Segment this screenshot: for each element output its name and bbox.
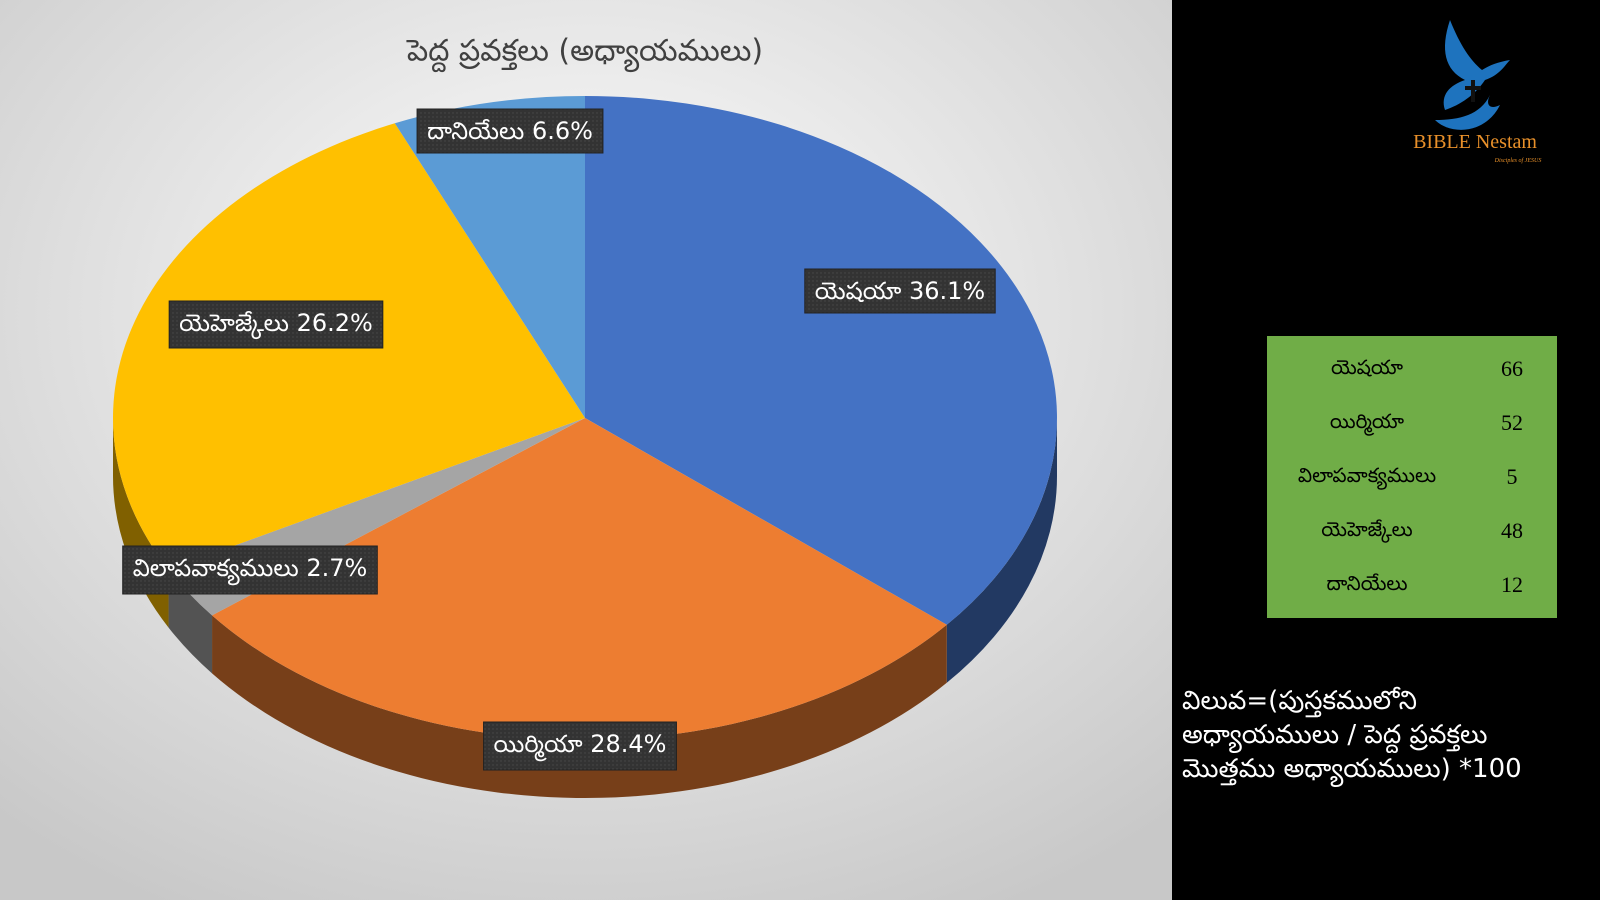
value-label: 26.2% bbox=[297, 309, 373, 337]
data-label-box bbox=[804, 268, 996, 314]
book-name: యిర్మియా bbox=[1329, 408, 1405, 433]
table-row: యెహెజ్కేలు 48 bbox=[1267, 517, 1557, 546]
data-label: దానియేలు 6.6% bbox=[416, 108, 604, 154]
pie-slice bbox=[585, 96, 1057, 625]
logo: BIBLE Nestam Disciples of JESUS bbox=[1413, 20, 1542, 164]
book-name: విలాపవాక్యములు bbox=[1297, 462, 1437, 487]
table-row: దానియేలు 12 bbox=[1267, 571, 1557, 600]
chart: పెద్ద ప్రవక్తలు (అధ్యాయములు) యెషయా 36.1%… bbox=[0, 0, 1172, 900]
table-row: యెషయా 66 bbox=[1267, 355, 1557, 384]
data-label-box bbox=[483, 721, 677, 771]
category-name: యెహెజ్కేలు bbox=[179, 309, 289, 340]
data-label-box bbox=[416, 108, 604, 154]
chart-title: పెద్ద ప్రవక్తలు (అధ్యాయములు) bbox=[406, 34, 763, 73]
logo-tagline: Disciples of JESUS bbox=[1494, 157, 1542, 164]
chapter-count: 52 bbox=[1501, 410, 1523, 435]
pie-slice bbox=[394, 96, 585, 418]
book-name: దానియేలు bbox=[1326, 570, 1408, 595]
logo-name: BIBLE Nestam bbox=[1413, 131, 1537, 153]
category-name: దానియేలు bbox=[427, 117, 524, 145]
data-label: యెషయా 36.1% bbox=[804, 268, 996, 314]
value-label: 28.4% bbox=[590, 730, 666, 758]
data-label-box bbox=[122, 545, 378, 595]
data-label-text: విలాపవాక్యములు 2.7% bbox=[133, 554, 368, 586]
data-label-box bbox=[168, 300, 384, 349]
logo-dove bbox=[1443, 20, 1510, 110]
logo-hand bbox=[1435, 95, 1500, 130]
data-label: యెహెజ్కేలు 26.2% bbox=[168, 300, 384, 349]
category-name: యిర్మియా bbox=[494, 730, 583, 762]
slice-side bbox=[168, 569, 213, 674]
value-label: 2.7% bbox=[306, 554, 367, 582]
category-name: విలాపవాక్యములు bbox=[133, 554, 299, 586]
table-row: యిర్మియా 52 bbox=[1267, 409, 1557, 438]
chapter-count: 66 bbox=[1501, 356, 1523, 381]
book-name: యెషయా bbox=[1330, 354, 1404, 379]
value-label: 6.6% bbox=[532, 117, 593, 145]
table-row: విలాపవాక్యములు 5 bbox=[1267, 463, 1557, 492]
chapter-count: 48 bbox=[1501, 518, 1523, 543]
data-label: యిర్మియా 28.4% bbox=[483, 721, 677, 771]
formula-note: విలువ=(పుస్తకములోని అధ్యాయములు / పెద్ద ప… bbox=[1182, 686, 1522, 784]
chapter-count: 5 bbox=[1506, 464, 1518, 489]
data-label-text: దానియేలు 6.6% bbox=[427, 117, 593, 145]
value-label: 36.1% bbox=[909, 277, 985, 305]
book-name: యెహెజ్కేలు bbox=[1321, 516, 1413, 541]
category-name: యెషయా bbox=[815, 277, 902, 305]
data-table: యెషయా 66 యిర్మియా 52 విలాపవాక్యములు 5 యెహెజ్కే… bbox=[1267, 336, 1557, 618]
chapter-count: 12 bbox=[1501, 572, 1523, 597]
slice-side bbox=[946, 418, 1057, 683]
pie-slice bbox=[212, 418, 947, 741]
data-label-text: యెషయా 36.1% bbox=[815, 277, 985, 305]
data-label-text: యెహెజ్కేలు 26.2% bbox=[179, 309, 373, 340]
slice-side bbox=[212, 615, 947, 798]
data-label-text: యిర్మియా 28.4% bbox=[494, 730, 667, 762]
data-label: విలాపవాక్యములు 2.7% bbox=[122, 545, 378, 595]
logo-cross bbox=[1465, 86, 1481, 90]
logo-cross bbox=[1471, 80, 1475, 102]
